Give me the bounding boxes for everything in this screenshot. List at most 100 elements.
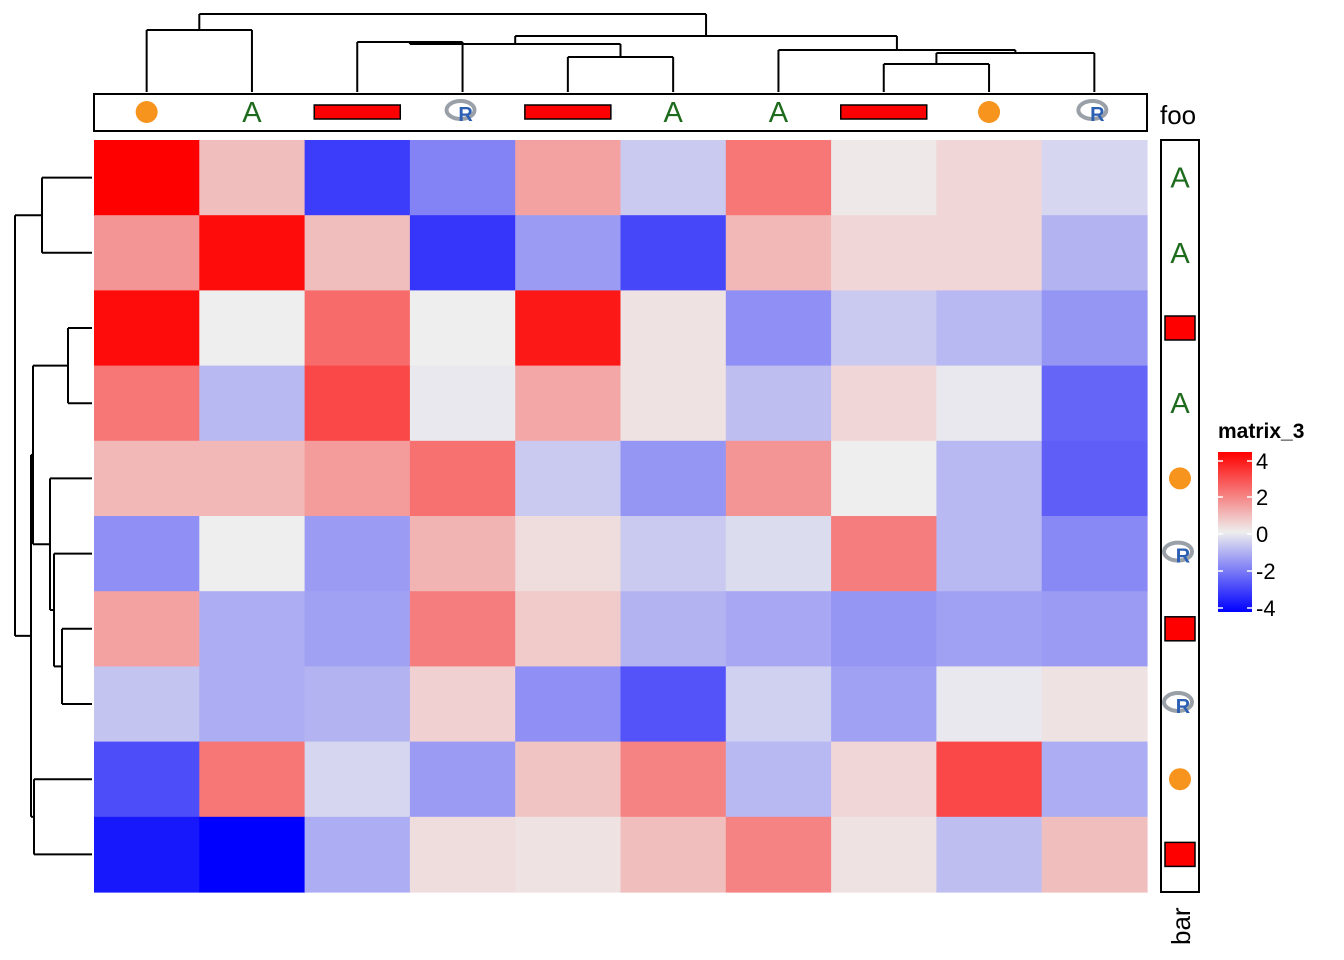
heatmap-cell-r1-c5 <box>515 140 622 216</box>
heatmap-cell-r10-c7 <box>725 816 832 893</box>
right-annotation-glyph-3 <box>1164 315 1196 341</box>
heatmap-cell-r1-c8 <box>831 140 937 216</box>
heatmap-cell-r8-c5 <box>515 666 622 743</box>
heatmap-cell-r5-c9 <box>936 440 1043 517</box>
right-annotation-bar: A A A R R <box>1160 139 1200 893</box>
right-annotation-glyph-6: R <box>1162 540 1194 568</box>
heatmap-cell-r2-c2 <box>199 215 306 291</box>
heatmap-cell-r10-c1 <box>94 816 200 893</box>
heatmap-cell-r9-c3 <box>304 741 411 818</box>
row-dendrogram <box>14 176 92 856</box>
top-annotation-label: foo <box>1160 100 1196 130</box>
heatmap-cell-r4-c8 <box>831 365 937 442</box>
right-annotation-glyph-4: A <box>1170 388 1190 420</box>
heatmap-cell-r2-c8 <box>831 215 937 291</box>
r-logo-letter: R <box>458 104 473 126</box>
heatmap-cell-r7-c10 <box>1041 591 1148 667</box>
heatmap-cell-r6-c7 <box>725 516 832 592</box>
right-annotation-glyph-8: R <box>1162 691 1194 718</box>
heatmap-cell-r8-c6 <box>620 666 727 743</box>
right-annotation-glyph-5 <box>1169 467 1191 490</box>
heatmap-cell-r6-c8 <box>831 516 937 592</box>
r-logo-letter: R <box>1176 696 1191 718</box>
right-annotation-glyph-2: A <box>1170 238 1190 270</box>
top-annotation-glyph-2: A <box>242 97 262 129</box>
heatmap-cell-r2-c7 <box>725 215 832 291</box>
heatmap-cell-r7-c9 <box>936 591 1043 667</box>
heatmap-cell-r1-c9 <box>936 140 1043 216</box>
heatmap-cell-r2-c5 <box>515 215 622 291</box>
heatmap-cell-r5-c1 <box>94 440 200 517</box>
heatmap-cell-r5-c6 <box>620 440 727 517</box>
heatmap-cell-r6-c1 <box>94 516 200 592</box>
column-dendrogram <box>145 13 1096 92</box>
heatmap-cell-r10-c2 <box>199 816 306 893</box>
heatmap-cell-r2-c6 <box>620 215 727 291</box>
r-logo-letter: R <box>1176 546 1191 568</box>
heatmap-cell-r3-c6 <box>620 290 727 367</box>
heatmap-cell-r3-c10 <box>1041 290 1148 367</box>
heatmap-cell-r7-c8 <box>831 591 937 667</box>
right-annotation-frame <box>1160 139 1200 893</box>
legend-title: matrix_3 <box>1218 420 1304 443</box>
top-annotation-glyph-6: A <box>663 97 683 129</box>
heatmap-cell-r5-c3 <box>304 440 411 517</box>
heatmap-cell-r9-c9 <box>936 741 1043 818</box>
top-annotation-glyph-3 <box>313 104 401 120</box>
heatmap-cell-r8-c7 <box>725 666 832 743</box>
right-annotation-glyph-1: A <box>1170 163 1190 195</box>
heatmap-cell-r6-c6 <box>620 516 727 592</box>
r-logo-ring <box>1162 691 1194 713</box>
heatmap-cell-r5-c4 <box>409 440 516 517</box>
heatmap-cell-r3-c9 <box>936 290 1043 367</box>
heatmap-cell-r1-c6 <box>620 140 727 216</box>
heatmap-cell-r7-c6 <box>620 591 727 667</box>
heatmap-cell-r7-c2 <box>199 591 306 667</box>
top-annotation-glyph-4: R <box>444 99 477 126</box>
heatmap-body <box>94 140 1148 893</box>
top-annotation-glyph-1 <box>135 101 158 123</box>
top-annotation-glyph-8 <box>840 104 928 120</box>
top-annotation-glyph-9 <box>978 101 1001 123</box>
heatmap-cell-r9-c1 <box>94 741 200 818</box>
top-annotation-glyph-7: A <box>769 97 789 129</box>
heatmap-cell-r2-c1 <box>94 215 200 291</box>
r-logo-letter: R <box>1090 104 1105 126</box>
heatmap-cell-r7-c4 <box>409 591 516 667</box>
heatmap-cell-r1-c2 <box>199 140 306 216</box>
right-annotation-glyph-7 <box>1164 616 1196 642</box>
r-logo-ring <box>1162 540 1194 563</box>
heatmap-cell-r9-c2 <box>199 741 306 818</box>
legend-tick-label--4: -4 <box>1256 596 1276 621</box>
heatmap-cell-r2-c3 <box>304 215 411 291</box>
heatmap-cell-r8-c4 <box>409 666 516 743</box>
heatmap-cell-r10-c3 <box>304 816 411 893</box>
heatmap-cell-r1-c10 <box>1041 140 1148 216</box>
heatmap-cell-r5-c7 <box>725 440 832 517</box>
heatmap-cell-r6-c5 <box>515 516 622 592</box>
heatmap-cell-r4-c4 <box>409 365 516 442</box>
heatmap-cell-r4-c1 <box>94 365 200 442</box>
heatmap-cell-r3-c5 <box>515 290 622 367</box>
heatmap-cell-r4-c10 <box>1041 365 1148 442</box>
r-logo-ring <box>1076 99 1109 121</box>
heatmap-cell-r2-c10 <box>1041 215 1148 291</box>
heatmap-cell-r8-c3 <box>304 666 411 743</box>
heatmap-cell-r5-c8 <box>831 440 937 517</box>
heatmap-cell-r10-c10 <box>1041 816 1148 893</box>
heatmap-cell-r3-c2 <box>199 290 306 367</box>
heatmap-cell-r3-c7 <box>725 290 832 367</box>
heatmap-cell-r9-c10 <box>1041 741 1148 818</box>
legend-tick-label-0: 0 <box>1256 522 1268 547</box>
heatmap-cell-r8-c1 <box>94 666 200 743</box>
heatmap-cell-r1-c1 <box>94 140 200 216</box>
heatmap-cell-r10-c5 <box>515 816 622 893</box>
heatmap-cell-r4-c7 <box>725 365 832 442</box>
heatmap-cell-r4-c6 <box>620 365 727 442</box>
heatmap-cell-r1-c3 <box>304 140 411 216</box>
legend-tick-label-4: 4 <box>1256 449 1268 474</box>
heatmap-cell-r3-c4 <box>409 290 516 367</box>
heatmap-cell-r8-c9 <box>936 666 1043 743</box>
